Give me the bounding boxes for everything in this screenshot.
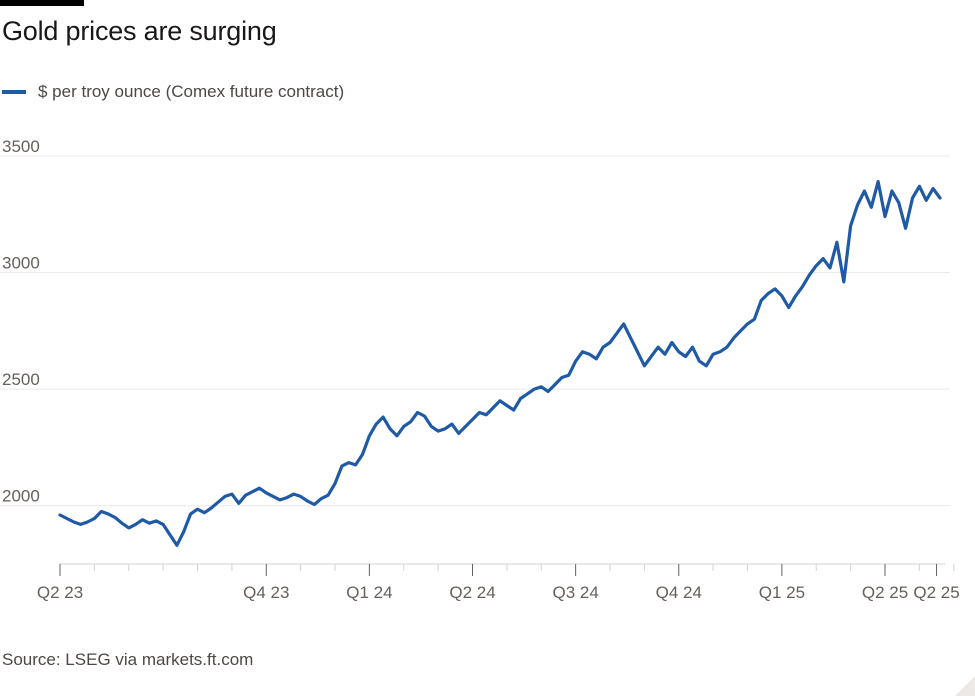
x-tick-label-5: Q4 24: [656, 583, 702, 602]
y-tick-label-2500: 2500: [2, 370, 40, 389]
chart-title: Gold prices are surging: [2, 16, 277, 46]
x-tick-label-2: Q1 24: [346, 583, 392, 602]
x-tick-label-8: Q2 25: [913, 583, 959, 602]
x-tick-label-0: Q2 23: [37, 583, 83, 602]
line-chart: 2000 2500 3000 3500 Q2 23 Q4 23 Q1 24 Q2 24 Q3 …: [0, 137, 960, 602]
gridlines: [0, 155, 950, 507]
y-axis: 2000 2500 3000 3500: [2, 137, 40, 506]
brand-top-bar: [0, 0, 84, 6]
x-tick-label-6: Q1 25: [759, 583, 805, 602]
legend: $ per troy ounce (Comex future contract): [2, 82, 344, 102]
legend-label: $ per troy ounce (Comex future contract): [38, 82, 345, 101]
series-layer: [58, 179, 942, 547]
y-tick-label-3500: 3500: [2, 137, 40, 156]
x-tick-label-7: Q2 25: [862, 583, 908, 602]
x-tick-label-4: Q3 24: [552, 583, 598, 602]
corner-decoration: [955, 676, 975, 696]
series-line-0: [58, 179, 942, 547]
x-tick-label-1: Q4 23: [243, 583, 289, 602]
x-axis-labels: Q2 23 Q4 23 Q1 24 Q2 24 Q3 24 Q4 24 Q1 25 Q2 25…: [37, 583, 960, 602]
legend-swatch: [2, 90, 26, 94]
y-tick-label-2000: 2000: [2, 487, 40, 506]
source-note: Source: LSEG via markets.ft.com: [2, 650, 254, 669]
x-tick-label-3: Q2 24: [449, 583, 495, 602]
x-axis: [59, 563, 955, 576]
y-tick-label-3000: 3000: [2, 254, 40, 273]
